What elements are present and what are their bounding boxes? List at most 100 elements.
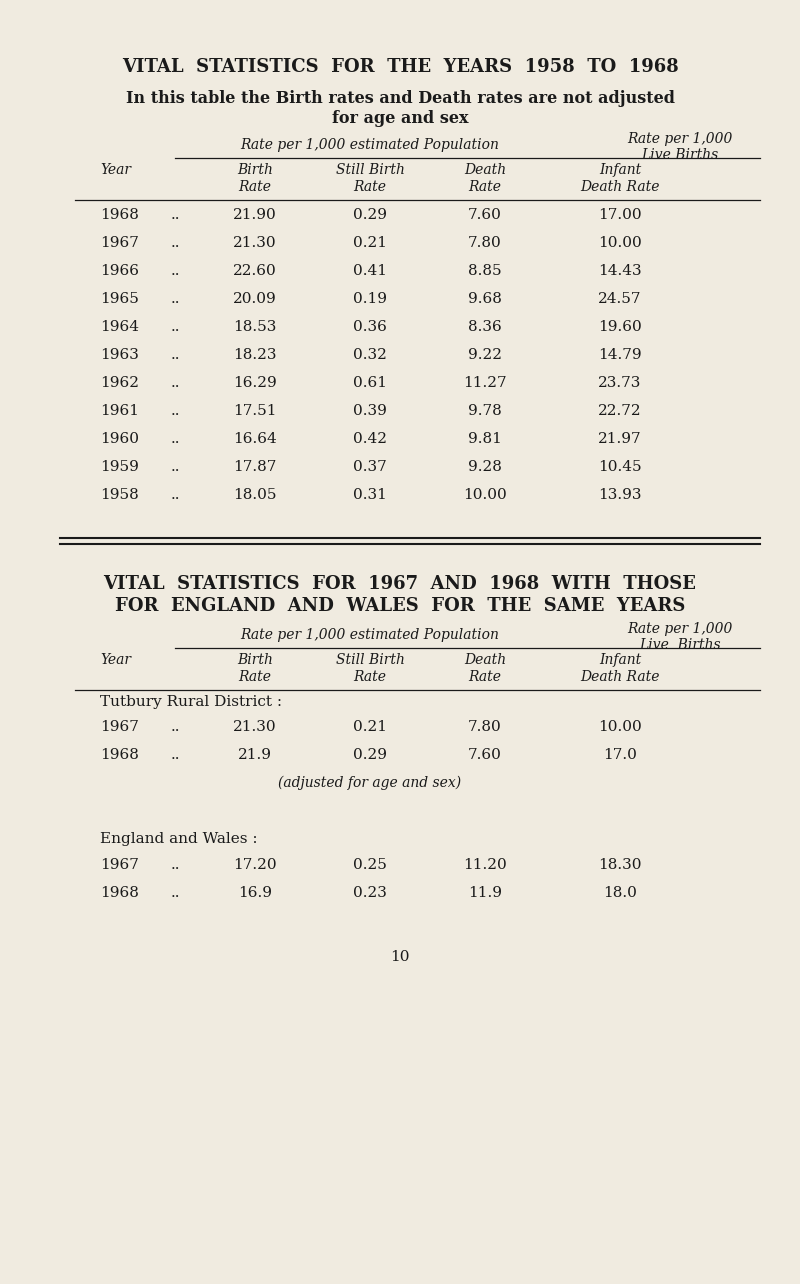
Text: 9.28: 9.28 bbox=[468, 460, 502, 474]
Text: ..: .. bbox=[170, 886, 180, 900]
Text: FOR  ENGLAND  AND  WALES  FOR  THE  SAME  YEARS: FOR ENGLAND AND WALES FOR THE SAME YEARS bbox=[115, 597, 685, 615]
Text: Tutbury Rural District :: Tutbury Rural District : bbox=[100, 695, 282, 709]
Text: 21.97: 21.97 bbox=[598, 431, 642, 446]
Text: 1967: 1967 bbox=[100, 720, 139, 734]
Text: (adjusted for age and sex): (adjusted for age and sex) bbox=[278, 776, 462, 791]
Text: 17.51: 17.51 bbox=[234, 404, 277, 419]
Text: 16.64: 16.64 bbox=[233, 431, 277, 446]
Text: 0.23: 0.23 bbox=[353, 886, 387, 900]
Text: 0.29: 0.29 bbox=[353, 749, 387, 761]
Text: 1964: 1964 bbox=[100, 320, 139, 334]
Text: ..: .. bbox=[170, 348, 180, 362]
Text: 23.73: 23.73 bbox=[598, 376, 642, 390]
Text: In this table the Birth rates and Death rates are not adjusted: In this table the Birth rates and Death … bbox=[126, 90, 674, 107]
Text: 1962: 1962 bbox=[100, 376, 139, 390]
Text: 10.00: 10.00 bbox=[463, 488, 507, 502]
Text: 0.21: 0.21 bbox=[353, 236, 387, 250]
Text: 22.72: 22.72 bbox=[598, 404, 642, 419]
Text: Still Birth
Rate: Still Birth Rate bbox=[335, 654, 405, 684]
Text: 11.27: 11.27 bbox=[463, 376, 507, 390]
Text: 14.43: 14.43 bbox=[598, 265, 642, 279]
Text: Birth
Rate: Birth Rate bbox=[237, 654, 273, 684]
Text: 16.9: 16.9 bbox=[238, 886, 272, 900]
Text: 18.53: 18.53 bbox=[234, 320, 277, 334]
Text: ..: .. bbox=[170, 749, 180, 761]
Text: VITAL  STATISTICS  FOR  THE  YEARS  1958  TO  1968: VITAL STATISTICS FOR THE YEARS 1958 TO 1… bbox=[122, 58, 678, 76]
Text: Infant
Death Rate: Infant Death Rate bbox=[580, 163, 660, 194]
Text: 0.25: 0.25 bbox=[353, 858, 387, 872]
Text: 1961: 1961 bbox=[100, 404, 139, 419]
Text: 21.90: 21.90 bbox=[233, 208, 277, 222]
Text: 17.20: 17.20 bbox=[233, 858, 277, 872]
Text: 18.0: 18.0 bbox=[603, 886, 637, 900]
Text: 1965: 1965 bbox=[100, 291, 139, 306]
Text: Live Births: Live Births bbox=[642, 148, 718, 162]
Text: ..: .. bbox=[170, 291, 180, 306]
Text: 19.60: 19.60 bbox=[598, 320, 642, 334]
Text: 20.09: 20.09 bbox=[233, 291, 277, 306]
Text: 8.85: 8.85 bbox=[468, 265, 502, 279]
Text: ..: .. bbox=[170, 488, 180, 502]
Text: for age and sex: for age and sex bbox=[332, 110, 468, 127]
Text: ..: .. bbox=[170, 858, 180, 872]
Text: 0.36: 0.36 bbox=[353, 320, 387, 334]
Text: 21.30: 21.30 bbox=[233, 720, 277, 734]
Text: ..: .. bbox=[170, 376, 180, 390]
Text: 0.39: 0.39 bbox=[353, 404, 387, 419]
Text: 22.60: 22.60 bbox=[233, 265, 277, 279]
Text: 17.0: 17.0 bbox=[603, 749, 637, 761]
Text: Year: Year bbox=[100, 163, 131, 177]
Text: 9.22: 9.22 bbox=[468, 348, 502, 362]
Text: Death
Rate: Death Rate bbox=[464, 163, 506, 194]
Text: England and Wales :: England and Wales : bbox=[100, 832, 258, 846]
Text: Rate per 1,000 estimated Population: Rate per 1,000 estimated Population bbox=[241, 628, 499, 642]
Text: 7.60: 7.60 bbox=[468, 749, 502, 761]
Text: 0.19: 0.19 bbox=[353, 291, 387, 306]
Text: 0.31: 0.31 bbox=[353, 488, 387, 502]
Text: 14.79: 14.79 bbox=[598, 348, 642, 362]
Text: Death
Rate: Death Rate bbox=[464, 654, 506, 684]
Text: 0.61: 0.61 bbox=[353, 376, 387, 390]
Text: 21.30: 21.30 bbox=[233, 236, 277, 250]
Text: 1967: 1967 bbox=[100, 236, 139, 250]
Text: 11.20: 11.20 bbox=[463, 858, 507, 872]
Text: Still Birth
Rate: Still Birth Rate bbox=[335, 163, 405, 194]
Text: 1967: 1967 bbox=[100, 858, 139, 872]
Text: ..: .. bbox=[170, 208, 180, 222]
Text: 1968: 1968 bbox=[100, 886, 139, 900]
Text: ..: .. bbox=[170, 431, 180, 446]
Text: ..: .. bbox=[170, 720, 180, 734]
Text: 0.42: 0.42 bbox=[353, 431, 387, 446]
Text: ..: .. bbox=[170, 236, 180, 250]
Text: 0.21: 0.21 bbox=[353, 720, 387, 734]
Text: 10: 10 bbox=[390, 950, 410, 964]
Text: Birth
Rate: Birth Rate bbox=[237, 163, 273, 194]
Text: 24.57: 24.57 bbox=[598, 291, 642, 306]
Text: Rate per 1,000: Rate per 1,000 bbox=[627, 621, 733, 636]
Text: 18.23: 18.23 bbox=[234, 348, 277, 362]
Text: ..: .. bbox=[170, 404, 180, 419]
Text: 0.29: 0.29 bbox=[353, 208, 387, 222]
Text: 7.80: 7.80 bbox=[468, 236, 502, 250]
Text: 0.32: 0.32 bbox=[353, 348, 387, 362]
Text: Live  Births: Live Births bbox=[639, 638, 721, 652]
Text: 9.78: 9.78 bbox=[468, 404, 502, 419]
Text: 1960: 1960 bbox=[100, 431, 139, 446]
Text: 11.9: 11.9 bbox=[468, 886, 502, 900]
Text: 1958: 1958 bbox=[100, 488, 138, 502]
Text: 13.93: 13.93 bbox=[598, 488, 642, 502]
Text: 9.81: 9.81 bbox=[468, 431, 502, 446]
Text: 0.41: 0.41 bbox=[353, 265, 387, 279]
Text: 10.45: 10.45 bbox=[598, 460, 642, 474]
Text: 18.30: 18.30 bbox=[598, 858, 642, 872]
Text: 1966: 1966 bbox=[100, 265, 139, 279]
Text: Rate per 1,000 estimated Population: Rate per 1,000 estimated Population bbox=[241, 137, 499, 152]
Text: 7.60: 7.60 bbox=[468, 208, 502, 222]
Text: ..: .. bbox=[170, 320, 180, 334]
Text: 17.00: 17.00 bbox=[598, 208, 642, 222]
Text: 17.87: 17.87 bbox=[234, 460, 277, 474]
Text: 9.68: 9.68 bbox=[468, 291, 502, 306]
Text: 1963: 1963 bbox=[100, 348, 139, 362]
Text: ..: .. bbox=[170, 460, 180, 474]
Text: 10.00: 10.00 bbox=[598, 236, 642, 250]
